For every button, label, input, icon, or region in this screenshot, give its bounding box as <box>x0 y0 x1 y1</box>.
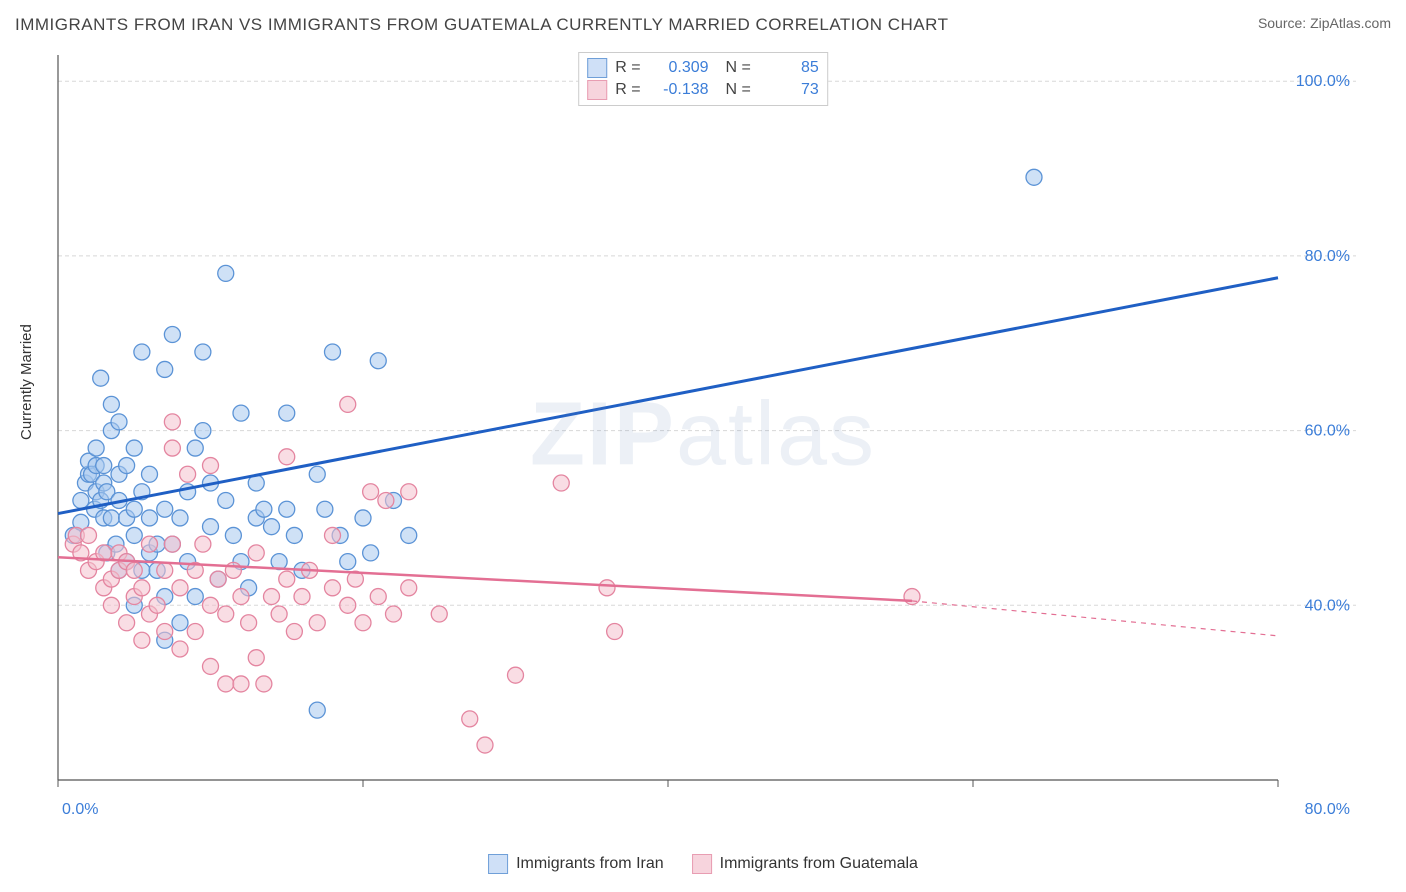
stat-n-label: N = <box>717 81 751 99</box>
stat-r-value-iran: 0.309 <box>649 59 709 77</box>
chart-title: IMMIGRANTS FROM IRAN VS IMMIGRANTS FROM … <box>15 15 949 35</box>
legend-item-iran: Immigrants from Iran <box>488 854 664 874</box>
stat-r-label: R = <box>615 81 640 99</box>
stat-n-value-guatemala: 73 <box>759 81 819 99</box>
y-axis-label: Currently Married <box>18 324 35 440</box>
correlation-stats-box: R = 0.309 N = 85 R = -0.138 N = 73 <box>578 52 828 106</box>
source-attribution: Source: ZipAtlas.com <box>1258 15 1391 31</box>
legend-swatch-guatemala <box>692 854 712 874</box>
stat-r-label: R = <box>615 59 640 77</box>
stat-n-label: N = <box>717 59 751 77</box>
svg-text:0.0%: 0.0% <box>62 801 98 818</box>
stat-n-value-iran: 85 <box>759 59 819 77</box>
swatch-guatemala <box>587 80 607 100</box>
svg-text:100.0%: 100.0% <box>1296 73 1350 90</box>
bottom-legend: Immigrants from Iran Immigrants from Gua… <box>488 854 918 874</box>
stat-r-value-guatemala: -0.138 <box>649 81 709 99</box>
svg-text:80.0%: 80.0% <box>1305 248 1350 265</box>
stats-row-iran: R = 0.309 N = 85 <box>587 57 819 79</box>
svg-text:40.0%: 40.0% <box>1305 597 1350 614</box>
scatter-chart-svg: 40.0% 60.0% 80.0% 100.0% 0.0% 80.0% <box>48 50 1358 820</box>
legend-item-guatemala: Immigrants from Guatemala <box>692 854 918 874</box>
chart-plot-area: 40.0%60.0%80.0%100.0%0.0%80.0% ZIPatlas <box>48 50 1358 820</box>
svg-text:60.0%: 60.0% <box>1305 423 1350 440</box>
svg-text:80.0%: 80.0% <box>1305 801 1350 818</box>
legend-label-iran: Immigrants from Iran <box>516 855 664 873</box>
stats-row-guatemala: R = -0.138 N = 73 <box>587 79 819 101</box>
swatch-iran <box>587 58 607 78</box>
legend-label-guatemala: Immigrants from Guatemala <box>720 855 918 873</box>
legend-swatch-iran <box>488 854 508 874</box>
